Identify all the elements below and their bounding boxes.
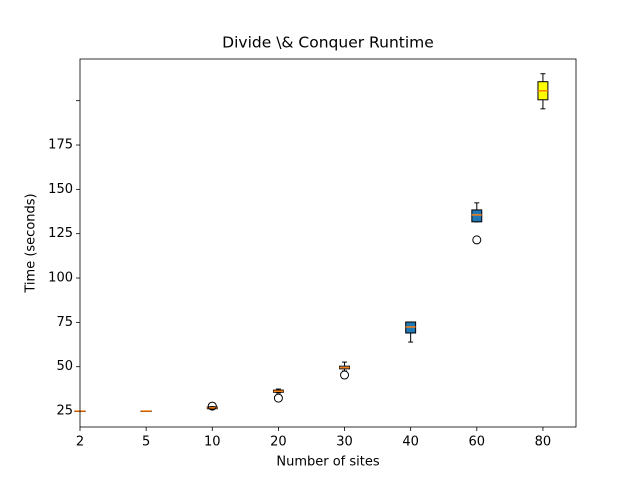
y-tick-label: 25 — [56, 404, 73, 419]
x-tick-label: 60 — [469, 435, 486, 450]
x-tick-label: 30 — [336, 435, 353, 450]
x-axis-label: Number of sites — [276, 455, 379, 470]
outlier — [340, 370, 350, 380]
box — [471, 209, 483, 223]
y-tick-label: 125 — [48, 226, 73, 241]
y-tick-label: 75 — [56, 315, 73, 330]
x-tick-label: 20 — [270, 435, 287, 450]
chart-title: Divide \& Conquer Runtime — [222, 34, 434, 52]
outlier — [207, 401, 217, 411]
y-axis-label: Time (seconds) — [24, 193, 39, 293]
y-tick-label: 175 — [48, 138, 73, 153]
y-tick-label: 150 — [48, 182, 73, 197]
outlier — [472, 235, 482, 245]
y-tick-label: 100 — [48, 271, 73, 286]
x-tick-label: 5 — [142, 435, 150, 450]
x-tick-label: 80 — [535, 435, 552, 450]
plot-frame — [79, 58, 577, 428]
x-tick-label: 10 — [204, 435, 221, 450]
x-tick-label: 40 — [402, 435, 419, 450]
outlier — [273, 393, 283, 403]
x-tick-label: 2 — [76, 435, 84, 450]
y-tick-label: 50 — [56, 359, 73, 374]
